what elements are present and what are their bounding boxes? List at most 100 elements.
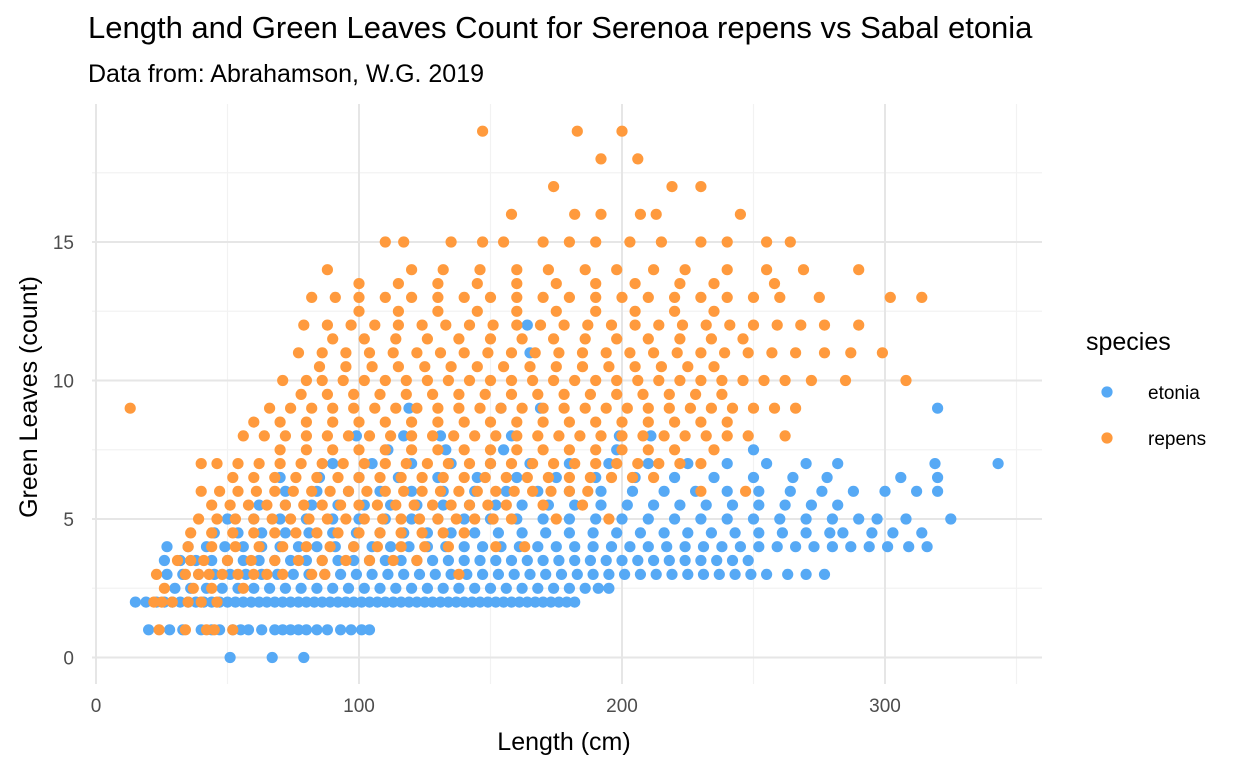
data-point bbox=[484, 291, 497, 303]
data-point bbox=[700, 430, 712, 442]
data-point bbox=[358, 333, 370, 345]
data-point bbox=[642, 458, 654, 470]
data-point bbox=[413, 568, 426, 581]
data-point bbox=[224, 499, 236, 511]
data-point bbox=[563, 416, 576, 428]
data-point bbox=[511, 264, 523, 276]
data-point bbox=[319, 568, 331, 581]
data-point bbox=[500, 485, 512, 497]
data-point bbox=[269, 527, 281, 539]
data-point bbox=[540, 568, 552, 581]
data-point bbox=[537, 236, 549, 248]
data-point bbox=[229, 513, 241, 525]
data-point bbox=[695, 554, 707, 567]
data-point bbox=[821, 471, 833, 484]
data-point bbox=[321, 624, 333, 636]
data-point bbox=[269, 554, 281, 567]
data-point bbox=[221, 513, 234, 525]
data-point bbox=[537, 554, 549, 567]
data-point bbox=[721, 430, 733, 442]
data-point bbox=[669, 416, 681, 428]
data-point bbox=[876, 347, 889, 359]
data-point bbox=[603, 361, 615, 373]
data-point bbox=[356, 596, 368, 608]
data-point bbox=[311, 582, 323, 594]
data-point bbox=[156, 596, 168, 608]
data-point bbox=[837, 527, 849, 539]
data-point bbox=[871, 513, 883, 525]
data-point bbox=[534, 319, 547, 331]
data-point bbox=[611, 374, 623, 387]
data-point bbox=[505, 208, 518, 220]
data-point bbox=[385, 541, 397, 553]
data-point bbox=[434, 485, 447, 497]
data-point bbox=[421, 333, 433, 345]
data-point bbox=[408, 499, 420, 511]
data-point bbox=[274, 444, 286, 456]
data-point bbox=[300, 374, 312, 387]
data-point bbox=[361, 485, 373, 497]
data-point bbox=[590, 278, 602, 290]
legend-title: species bbox=[1086, 328, 1171, 356]
data-point bbox=[477, 125, 489, 137]
data-point bbox=[479, 471, 491, 484]
data-point bbox=[245, 554, 257, 567]
data-point bbox=[285, 554, 297, 567]
data-point bbox=[311, 541, 323, 553]
data-point bbox=[453, 402, 465, 414]
data-point bbox=[264, 582, 276, 594]
data-point bbox=[432, 444, 444, 456]
data-point bbox=[195, 596, 207, 608]
data-point bbox=[505, 374, 518, 387]
data-point bbox=[477, 236, 489, 248]
data-point bbox=[742, 430, 754, 442]
data-point bbox=[537, 402, 549, 414]
data-point bbox=[279, 582, 291, 594]
chart-title: Length and Green Leaves Count for Sereno… bbox=[88, 10, 1033, 45]
data-point bbox=[211, 596, 223, 608]
data-point bbox=[511, 444, 523, 456]
data-point bbox=[537, 596, 549, 608]
data-point bbox=[545, 596, 557, 608]
data-point bbox=[800, 568, 812, 581]
data-point bbox=[269, 624, 281, 636]
data-point bbox=[500, 499, 512, 511]
data-point bbox=[629, 319, 641, 331]
data-point bbox=[624, 236, 636, 248]
data-point bbox=[232, 568, 244, 581]
data-point bbox=[629, 305, 641, 317]
data-point bbox=[616, 291, 628, 303]
data-point bbox=[682, 568, 694, 581]
data-point bbox=[406, 416, 418, 428]
legend-key-repens bbox=[1101, 432, 1113, 444]
data-point bbox=[569, 458, 581, 470]
data-point bbox=[845, 541, 857, 553]
data-point bbox=[458, 554, 470, 567]
data-point bbox=[316, 458, 328, 470]
legend-label-repens: repens bbox=[1148, 429, 1206, 450]
data-point bbox=[832, 458, 844, 470]
data-point bbox=[166, 596, 178, 608]
data-point bbox=[398, 430, 410, 442]
data-point bbox=[866, 527, 878, 539]
data-point bbox=[555, 568, 568, 581]
data-point bbox=[663, 554, 675, 567]
data-point bbox=[261, 568, 273, 581]
data-point bbox=[511, 430, 523, 442]
data-point bbox=[826, 541, 839, 553]
y-tick-label: 10 bbox=[53, 372, 74, 393]
data-point bbox=[590, 444, 602, 456]
data-point bbox=[537, 444, 549, 456]
data-point bbox=[508, 485, 520, 497]
data-point bbox=[642, 416, 654, 428]
data-point bbox=[761, 458, 773, 470]
data-point bbox=[542, 471, 555, 484]
data-point bbox=[292, 347, 305, 359]
data-point bbox=[306, 402, 318, 414]
data-point bbox=[587, 568, 599, 581]
data-point bbox=[377, 513, 389, 525]
data-point bbox=[737, 374, 749, 387]
data-point bbox=[513, 596, 526, 608]
data-point bbox=[316, 499, 328, 511]
data-point bbox=[787, 471, 799, 484]
